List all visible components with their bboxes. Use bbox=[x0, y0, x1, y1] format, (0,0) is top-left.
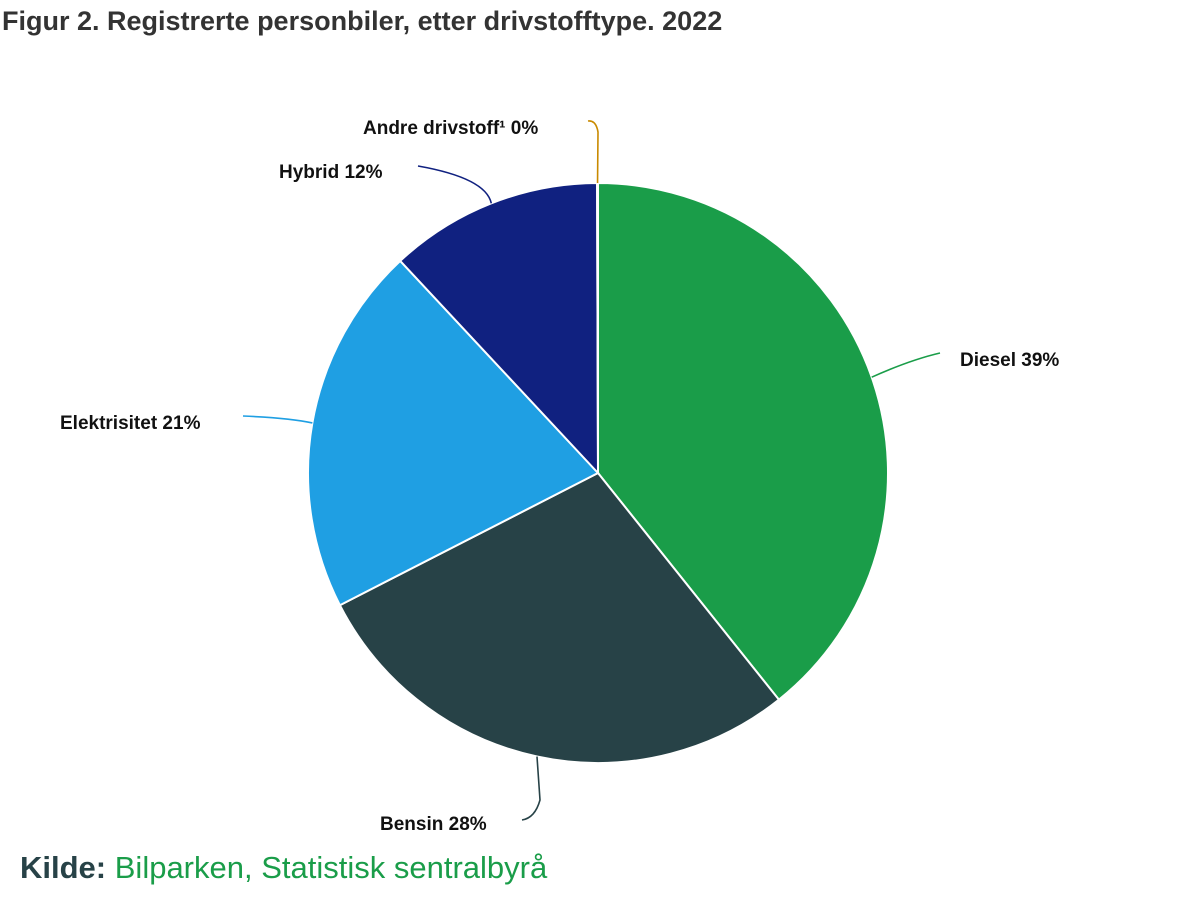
data-label-elektrisitet: Elektrisitet 21% bbox=[60, 413, 201, 434]
leader-line-hybrid bbox=[417, 165, 493, 204]
source-text: Bilparken, Statistisk sentralbyrå bbox=[114, 850, 548, 885]
pie-slice-diesel bbox=[597, 181, 889, 702]
data-label-diesel: Diesel 39% bbox=[960, 350, 1059, 371]
data-label-hybrid: Hybrid 12% bbox=[279, 162, 383, 183]
data-label-andre-drivstoff: Andre drivstoff¹ 0% bbox=[363, 118, 538, 139]
data-label-bensin: Bensin 28% bbox=[380, 814, 487, 835]
pie-slice-bensin bbox=[338, 471, 781, 764]
leader-line-andre-drivstoff bbox=[587, 120, 599, 184]
pie-slice-elektrisitet bbox=[307, 259, 600, 607]
leader-line-bensin bbox=[521, 756, 541, 821]
leader-line-elektrisitet bbox=[242, 415, 313, 424]
chart-title: Figur 2. Registrerte personbiler, etter … bbox=[2, 6, 723, 36]
leader-line-diesel bbox=[871, 352, 941, 378]
pie-slice-andre-drivstoff bbox=[596, 181, 599, 474]
source-label: Kilde: bbox=[20, 850, 107, 885]
source-line: Kilde: Bilparken, Statistisk sentralbyrå bbox=[20, 850, 547, 886]
